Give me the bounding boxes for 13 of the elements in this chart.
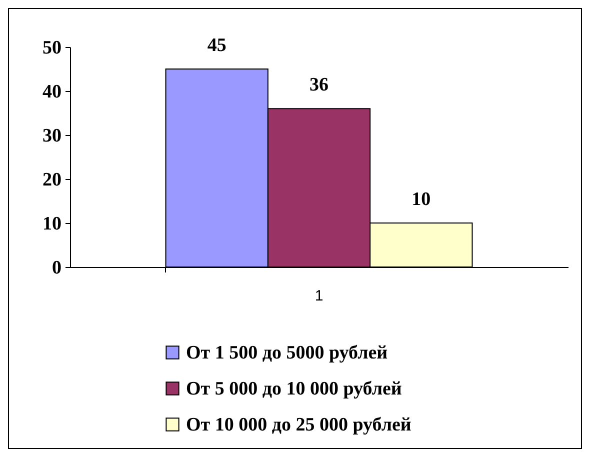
y-tick-label: 30 [42,126,62,146]
legend-label: От 5 000 до 10 000 рублей [186,378,402,400]
x-tick-label: 1 [314,288,324,304]
data-label: 10 [412,189,431,210]
y-tick-label: 10 [42,214,62,234]
legend-label: От 10 000 до 25 000 рублей [186,414,412,436]
data-label: 45 [207,35,226,56]
legend-label: От 1 500 до 5000 рублей [186,342,388,364]
y-tick-label: 20 [42,170,62,190]
y-tick-label: 0 [52,258,62,278]
data-label: 36 [310,74,328,96]
y-tick-label: 50 [42,38,62,58]
y-tick-label: 40 [42,82,62,102]
